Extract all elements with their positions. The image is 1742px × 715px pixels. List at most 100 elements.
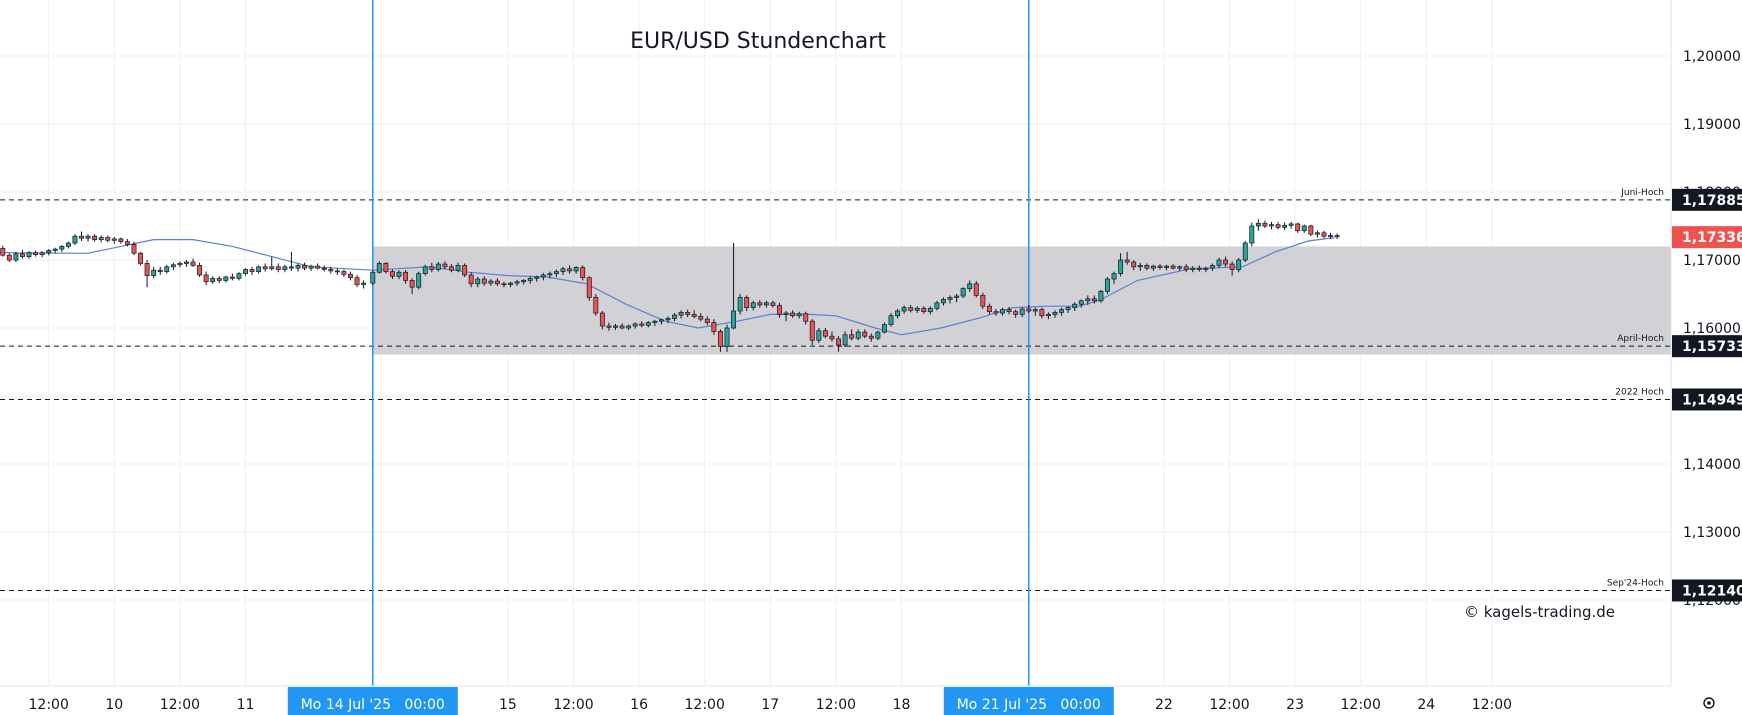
candle-body bbox=[6, 254, 12, 261]
candle-body bbox=[1262, 222, 1268, 227]
candle-body bbox=[1124, 259, 1130, 263]
candle-body bbox=[13, 253, 19, 261]
candle-body bbox=[354, 277, 360, 285]
candle bbox=[1026, 304, 1032, 314]
time-tick-label: 22 bbox=[1155, 697, 1173, 713]
candle bbox=[256, 265, 262, 274]
candle bbox=[914, 306, 920, 314]
candle bbox=[704, 316, 710, 326]
candle-body bbox=[229, 276, 235, 279]
candle-body bbox=[295, 265, 301, 269]
candle-body bbox=[39, 252, 45, 255]
candle-body bbox=[1111, 273, 1117, 280]
candle-body bbox=[822, 330, 828, 337]
candle bbox=[658, 318, 664, 325]
candle-body bbox=[302, 265, 307, 269]
candle-body bbox=[862, 331, 868, 337]
candle bbox=[1229, 261, 1235, 276]
candle-body bbox=[243, 269, 248, 274]
candle-body bbox=[901, 307, 907, 312]
candle-body bbox=[1288, 223, 1294, 226]
candle bbox=[1269, 221, 1274, 230]
candle bbox=[361, 280, 367, 289]
date-marker-label: Mo 21 Jul '25 00:00 bbox=[957, 697, 1101, 713]
time-tick-label: 17 bbox=[761, 697, 779, 713]
time-axis-background bbox=[0, 686, 1671, 715]
date-marker-badge bbox=[943, 687, 1114, 715]
candle-body bbox=[52, 248, 58, 251]
candle-body bbox=[475, 278, 481, 285]
candle bbox=[973, 281, 979, 298]
candle bbox=[842, 331, 848, 348]
candle-body bbox=[361, 282, 367, 285]
candle bbox=[1321, 230, 1327, 239]
candle-body bbox=[151, 269, 157, 276]
candle-body bbox=[1039, 309, 1045, 317]
candle bbox=[724, 324, 730, 352]
candle bbox=[626, 324, 632, 331]
candle-body bbox=[934, 302, 940, 309]
candle bbox=[429, 262, 435, 273]
candle-body bbox=[1229, 263, 1235, 270]
candle bbox=[881, 322, 887, 334]
settings-gear-icon[interactable] bbox=[1703, 697, 1715, 709]
candle bbox=[0, 245, 6, 257]
candle bbox=[1144, 263, 1150, 271]
candle bbox=[184, 260, 189, 267]
candle-body bbox=[1059, 309, 1065, 313]
candle bbox=[348, 271, 353, 281]
candle bbox=[593, 294, 599, 316]
candle bbox=[763, 300, 769, 308]
candle-body bbox=[1295, 223, 1301, 232]
candle-body bbox=[1334, 235, 1340, 238]
candle bbox=[501, 281, 507, 288]
time-axis[interactable]: 12:00 10 12:00 11 15 12:00 16 12:00 17 12:00 18 22 1… bbox=[0, 685, 1671, 715]
price-axis[interactable]: 1,200001,190001,180001,170001,160001,150… bbox=[1670, 0, 1742, 715]
candle-body bbox=[639, 323, 645, 326]
candle-body bbox=[184, 261, 189, 264]
candle bbox=[494, 278, 500, 286]
candle-body bbox=[334, 270, 340, 273]
candle-body bbox=[672, 314, 677, 319]
candle-body bbox=[763, 302, 769, 306]
candle-body bbox=[170, 264, 176, 268]
candle-body bbox=[435, 263, 441, 270]
candle bbox=[416, 271, 422, 290]
candle bbox=[1019, 307, 1025, 318]
level-price-badge bbox=[1672, 188, 1742, 211]
candle-body bbox=[842, 334, 848, 346]
candle bbox=[836, 336, 841, 352]
candle bbox=[1262, 220, 1268, 229]
candle bbox=[1177, 265, 1183, 271]
candle-body bbox=[269, 266, 275, 270]
candle-body bbox=[954, 295, 960, 298]
candle-body bbox=[593, 297, 599, 314]
candle bbox=[488, 279, 494, 286]
candle bbox=[79, 231, 84, 241]
candle-body bbox=[521, 280, 527, 283]
candle-body bbox=[348, 273, 353, 279]
candle-body bbox=[1157, 265, 1163, 268]
candle bbox=[295, 263, 301, 272]
candle-body bbox=[409, 280, 415, 288]
candle bbox=[652, 319, 658, 326]
candle bbox=[1006, 306, 1012, 315]
candle bbox=[678, 310, 684, 319]
candle bbox=[685, 309, 691, 318]
candle bbox=[435, 262, 441, 272]
candle bbox=[1032, 307, 1038, 316]
candle bbox=[553, 269, 559, 277]
level-price-label: 1,14949 bbox=[1682, 392, 1742, 408]
candle bbox=[573, 266, 579, 274]
candle-body bbox=[203, 274, 209, 283]
candle-body bbox=[836, 338, 841, 346]
level-price-label: 1,17885 bbox=[1682, 193, 1742, 209]
price-tick-label: 1,20000 bbox=[1683, 49, 1741, 65]
candle-body bbox=[1032, 309, 1038, 312]
candle bbox=[1059, 307, 1065, 316]
candle-body bbox=[645, 322, 651, 326]
candle-body bbox=[586, 277, 592, 298]
candle-body bbox=[315, 265, 321, 269]
candle bbox=[586, 276, 592, 301]
candle bbox=[302, 262, 307, 271]
